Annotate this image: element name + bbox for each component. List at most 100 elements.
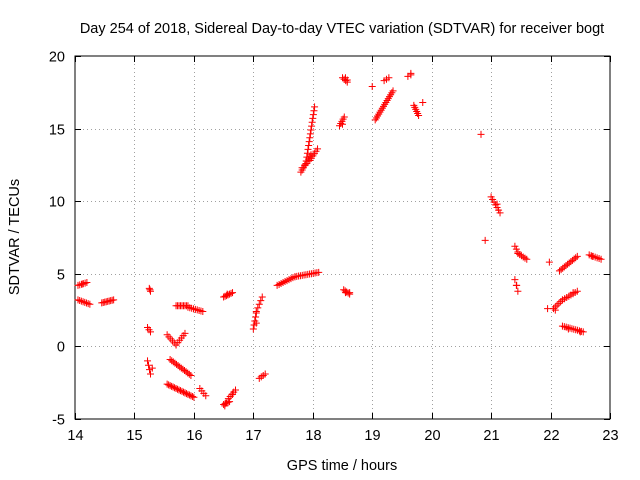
x-tick-label: 19	[364, 428, 380, 444]
data-point	[309, 114, 317, 122]
data-point	[307, 126, 315, 134]
x-tick-label: 15	[126, 428, 142, 444]
data-point	[184, 390, 192, 398]
data-point	[182, 390, 190, 398]
data-point	[298, 164, 306, 172]
data-point	[76, 297, 84, 305]
data-point	[145, 284, 153, 292]
data-marks	[74, 69, 605, 410]
data-point	[166, 382, 174, 390]
data-point	[555, 299, 563, 307]
data-point	[178, 387, 186, 395]
data-point	[496, 209, 504, 217]
x-tick-label: 21	[483, 428, 499, 444]
data-point	[252, 319, 260, 327]
data-point	[229, 289, 237, 297]
data-point	[146, 370, 154, 378]
data-point	[516, 251, 524, 259]
data-point	[523, 255, 531, 263]
plot-frame	[74, 55, 611, 420]
x-axis-label: GPS time / hours	[287, 458, 397, 474]
data-point	[261, 370, 269, 378]
data-point	[308, 122, 316, 130]
data-point	[310, 107, 318, 115]
data-point	[146, 328, 154, 336]
data-point	[77, 297, 85, 305]
data-point	[306, 130, 314, 138]
data-point	[254, 304, 262, 312]
data-point	[311, 103, 319, 111]
data-point	[79, 298, 87, 306]
data-point	[187, 392, 195, 400]
data-point	[341, 74, 349, 82]
data-point	[597, 255, 605, 263]
data-point	[557, 298, 565, 306]
data-point	[309, 111, 317, 119]
data-point	[588, 252, 596, 260]
data-point	[229, 390, 237, 398]
data-point	[573, 287, 581, 295]
data-point	[223, 290, 231, 298]
data-point	[171, 384, 179, 392]
data-point	[181, 329, 189, 337]
data-point	[188, 392, 196, 400]
data-point	[419, 98, 427, 106]
data-point	[514, 249, 522, 257]
data-point	[303, 149, 311, 157]
data-point	[341, 289, 349, 297]
data-point	[576, 328, 584, 336]
data-point	[148, 364, 156, 372]
data-point	[305, 142, 313, 150]
data-point	[315, 268, 323, 276]
data-point	[573, 252, 581, 260]
data-point	[146, 286, 154, 294]
data-point	[389, 87, 397, 95]
y-tick-label: -5	[52, 413, 65, 429]
data-point	[185, 370, 193, 378]
data-point	[144, 357, 152, 365]
data-point	[145, 361, 153, 369]
data-point	[550, 305, 558, 313]
data-point	[74, 281, 82, 289]
data-point	[249, 325, 257, 333]
data-point	[223, 292, 231, 300]
x-tick-label: 14	[67, 428, 83, 444]
data-point	[340, 113, 348, 121]
data-point	[84, 300, 92, 308]
data-point	[146, 287, 154, 295]
data-point	[168, 382, 176, 390]
data-point	[521, 254, 529, 262]
y-tick-label: 0	[57, 340, 65, 356]
data-point	[572, 254, 580, 262]
data-point	[187, 371, 195, 379]
data-point	[314, 145, 322, 153]
data-point	[553, 301, 561, 309]
data-point	[199, 308, 207, 316]
data-point	[339, 120, 346, 128]
x-tick-label: 22	[543, 428, 559, 444]
data-point	[304, 145, 312, 153]
y-tick-label: 15	[49, 123, 65, 139]
data-point	[222, 399, 230, 407]
data-point	[252, 308, 260, 316]
data-point	[190, 393, 198, 401]
data-point	[86, 300, 94, 308]
data-point	[306, 134, 314, 142]
data-point	[232, 386, 239, 394]
axis-ticks: 14 15 16 17 18 19 20 21 22 23 -5 0 5 10 15 20	[49, 50, 619, 445]
data-point	[569, 289, 577, 297]
data-point	[481, 236, 489, 244]
x-tick-label: 20	[424, 428, 440, 444]
y-tick-label: 20	[49, 50, 65, 66]
y-tick-label: 10	[49, 195, 65, 211]
data-point	[110, 296, 118, 304]
data-point	[385, 74, 393, 82]
data-point	[255, 300, 263, 308]
data-point	[514, 287, 522, 295]
data-point	[368, 82, 376, 90]
data-point	[302, 161, 310, 169]
data-point	[83, 279, 91, 287]
data-point	[202, 392, 210, 400]
data-point	[340, 75, 348, 83]
